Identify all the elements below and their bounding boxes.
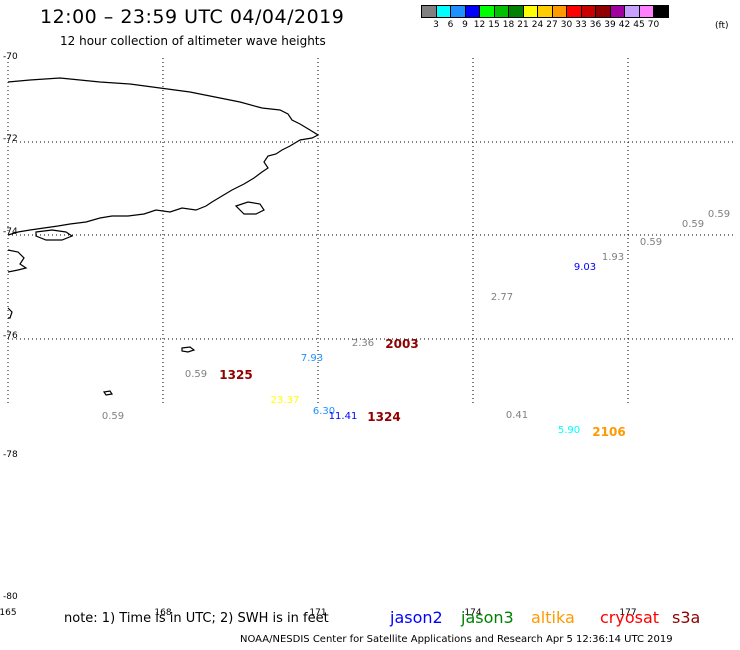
longitude-label: 168 [154, 608, 172, 618]
map-title: 12:00 – 23:59 UTC 04/04/2019 [40, 6, 345, 28]
footer-credit: NOAA/NESDIS Center for Satellite Applica… [240, 634, 673, 645]
wave-height-label: 0.59 [639, 237, 663, 248]
color-scale-legend: 3 6 9 12 15 18 21 24 27 30 33 36 39 42 45 70 [421, 5, 740, 32]
satellite-label: jason3 [461, 608, 514, 627]
wave-height-label: 11.41 [328, 411, 358, 422]
legend-label: 30 [560, 20, 573, 30]
pass-time-label: 2003 [385, 337, 419, 351]
satellite-label: altika [531, 608, 575, 627]
legend-label: 24 [531, 20, 544, 30]
longitude-label: 177 [619, 608, 637, 618]
legend-label: 39 [604, 20, 616, 30]
wave-height-label: 1.93 [601, 252, 625, 263]
wave-height-label: 0.59 [681, 219, 705, 230]
legend-label: 45 [633, 20, 645, 30]
wave-height-label: 2.77 [490, 292, 514, 303]
legend-label: 21 [517, 20, 529, 30]
legend-label: 36 [589, 20, 602, 30]
wave-height-label: 0.59 [184, 369, 208, 380]
coastline [7, 77, 320, 396]
legend-unit: (ft) [715, 21, 729, 31]
wave-height-label: 2.36 [351, 338, 375, 349]
satellite-label: cryosat [600, 608, 660, 627]
wave-height-label: 23.37 [270, 395, 300, 406]
legend-label: 70 [647, 20, 660, 30]
latitude-label: -70 [3, 52, 18, 62]
pass-time-label: 1324 [367, 410, 401, 424]
legend-label: 27 [546, 20, 558, 30]
pass-time-label: 1325 [219, 368, 253, 382]
satellite-label: jason2 [390, 608, 443, 627]
pass-time-label: 2106 [592, 425, 626, 439]
longitude-label: 174 [464, 608, 482, 618]
wave-height-label: 0.59 [707, 209, 731, 220]
wave-height-label: 0.41 [505, 410, 529, 421]
legend-label: 3 [433, 20, 439, 30]
legend-swatches [421, 5, 740, 18]
wave-height-label: 6.30 [312, 406, 336, 417]
legend-label: 18 [502, 20, 515, 30]
latitude-label: -74 [3, 227, 18, 237]
wave-height-label: 5.90 [557, 425, 581, 436]
legend-label: 9 [462, 20, 468, 30]
legend-labels: 3 6 9 12 15 18 21 24 27 30 33 36 39 42 45 70 [421, 18, 740, 32]
graticule [7, 58, 735, 405]
legend-label: 6 [447, 20, 454, 30]
longitude-label: 165 [0, 608, 17, 618]
map-subtitle: 12 hour collection of altimeter wave hei… [60, 34, 326, 48]
latitude-label: -78 [3, 450, 18, 460]
legend-label: 15 [488, 20, 500, 30]
wave-height-label: 9.03 [573, 262, 597, 273]
wave-height-label: 0.59 [101, 411, 125, 422]
footnote: note: 1) Time is in UTC; 2) SWH is in fe… [64, 611, 329, 626]
legend-label: 33 [575, 20, 587, 30]
legend-label: 12 [473, 20, 486, 30]
latitude-label: -76 [3, 331, 18, 341]
longitude-label: 171 [309, 608, 327, 618]
wave-height-label: 7.93 [300, 353, 324, 364]
latitude-label: -80 [3, 592, 18, 602]
latitude-label: -72 [3, 134, 18, 144]
legend-label: 42 [618, 20, 631, 30]
legend-swatch [653, 5, 669, 18]
satellite-label: s3a [672, 608, 701, 627]
